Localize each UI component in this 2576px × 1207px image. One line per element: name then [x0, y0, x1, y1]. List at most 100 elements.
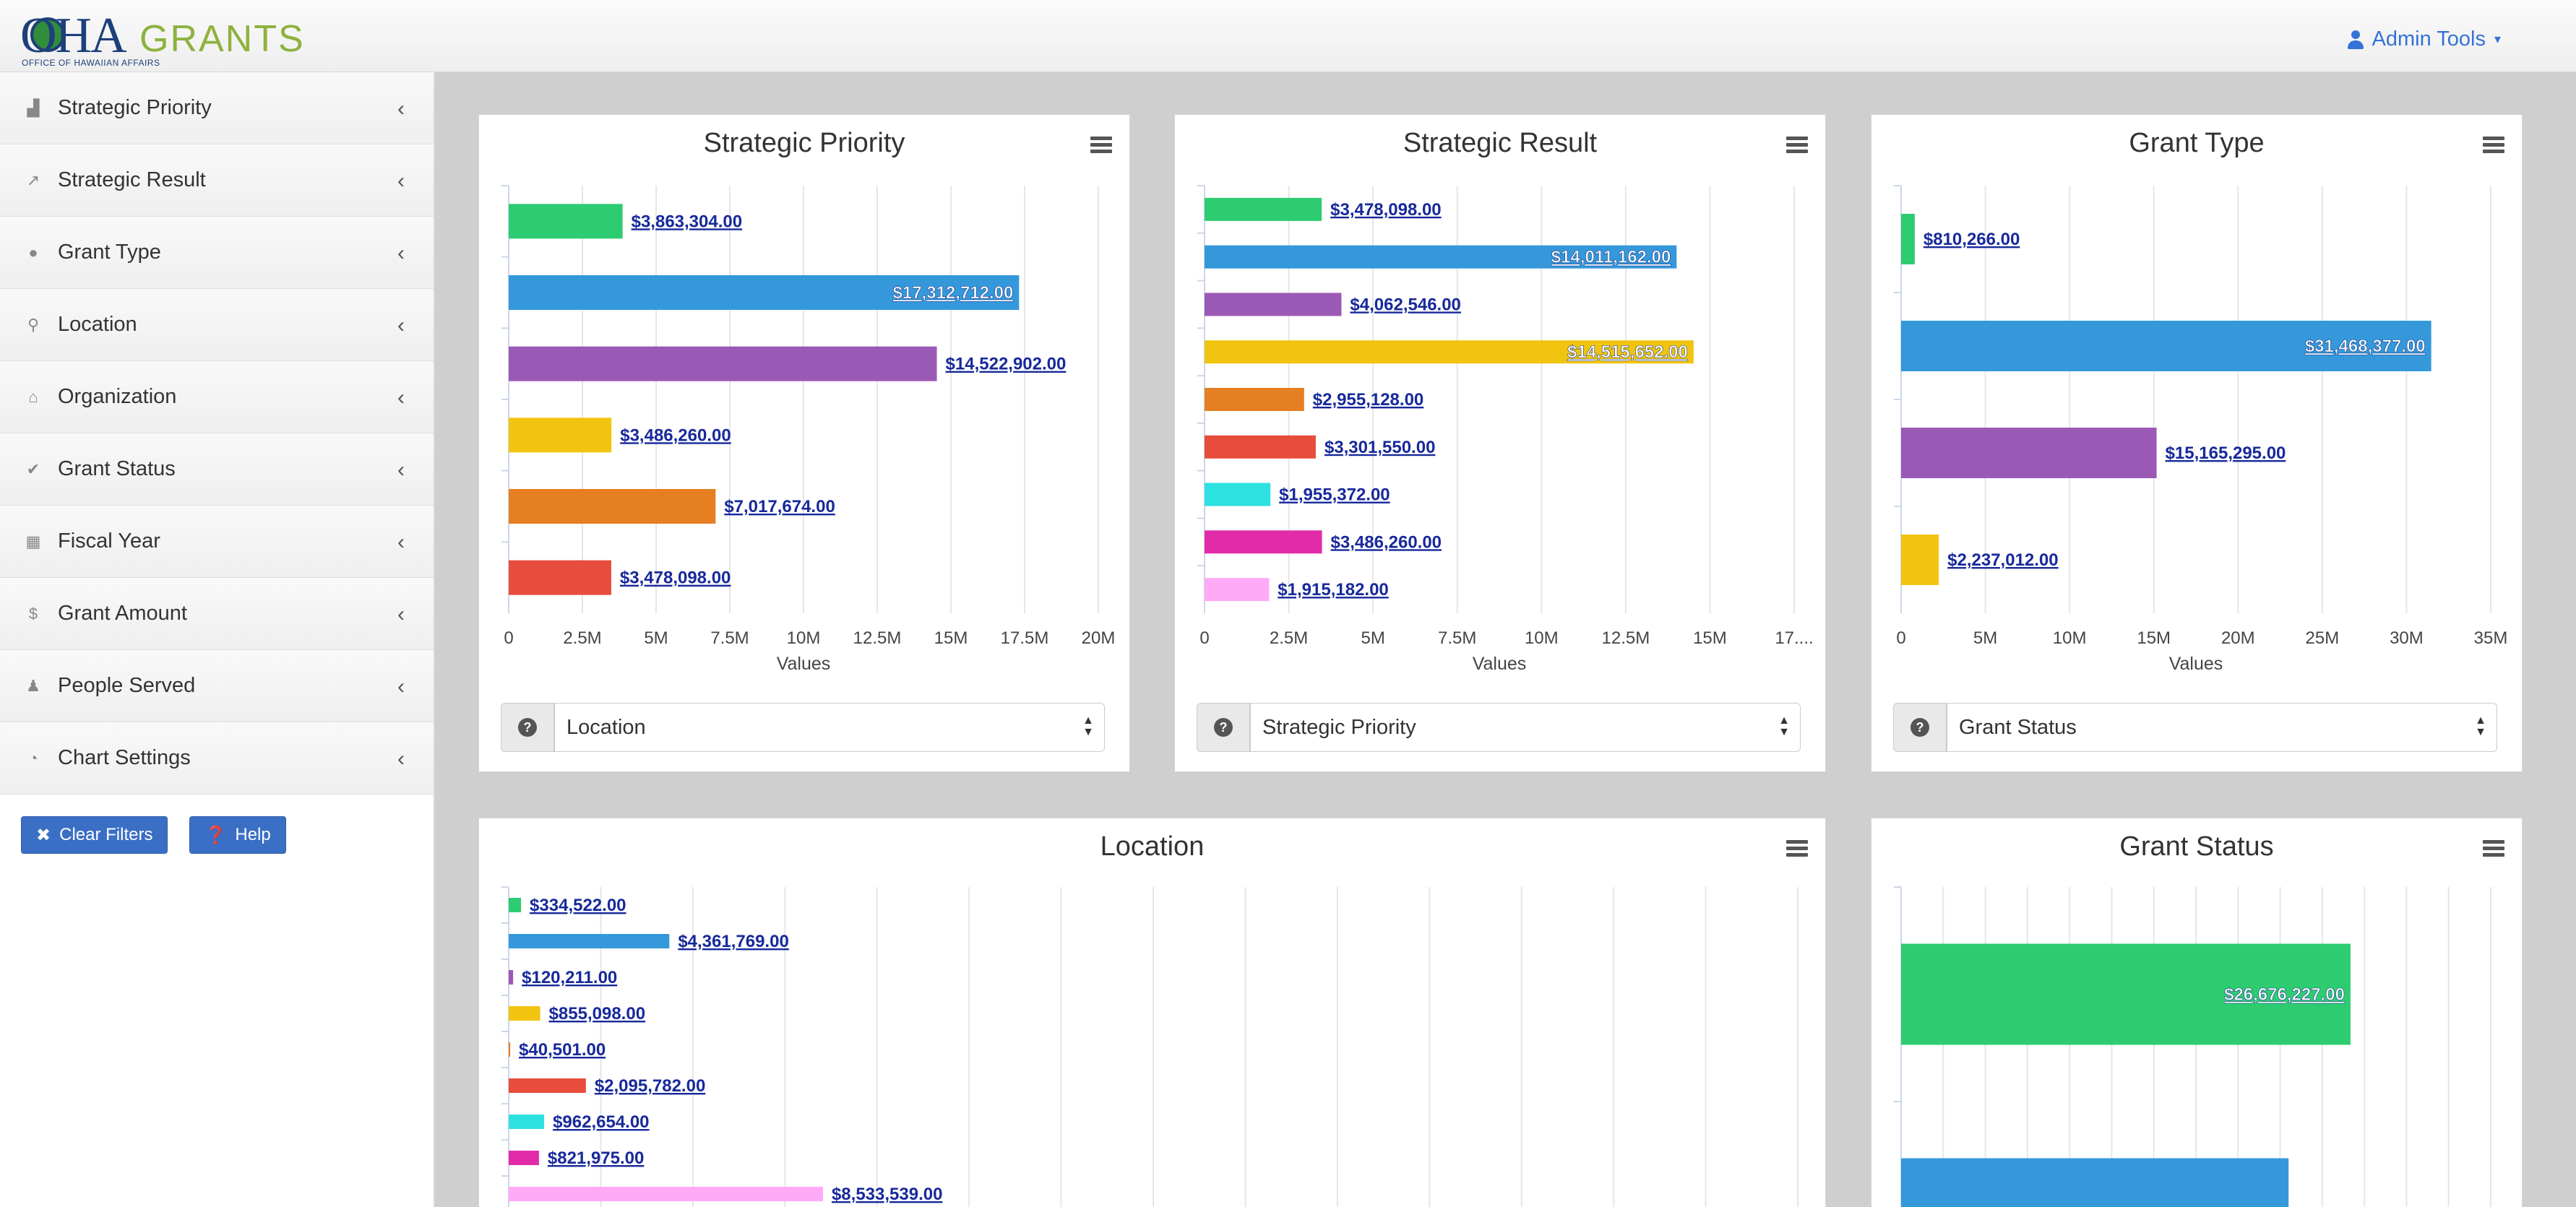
bar[interactable]	[509, 1115, 545, 1129]
hamburger-menu-icon[interactable]	[1786, 840, 1808, 857]
bar[interactable]	[1901, 1158, 2289, 1207]
data-label[interactable]: $3,301,550.00	[1324, 438, 1435, 457]
data-label[interactable]: $15,165,295.00	[2166, 444, 2286, 463]
bar[interactable]	[1205, 197, 1322, 221]
sidebar-item-fiscal-year[interactable]: ▦ Fiscal Year ‹	[0, 506, 434, 578]
data-label[interactable]: $1,955,372.00	[1279, 485, 1390, 505]
bar[interactable]	[509, 560, 611, 595]
bar[interactable]	[509, 1151, 539, 1165]
data-label[interactable]: $14,515,652.00	[1567, 342, 1688, 363]
question-icon[interactable]: ?	[501, 703, 554, 752]
caret-down-icon: ▾	[2494, 32, 2501, 46]
bar[interactable]	[1901, 943, 2351, 1045]
select-arrows-icon: ▲ ▼	[1778, 714, 1790, 738]
data-label[interactable]: $4,062,546.00	[1350, 295, 1460, 314]
home-icon: ⌂	[28, 387, 38, 406]
x-axis-title: Values	[1473, 654, 1527, 674]
question-icon[interactable]: ?	[1197, 703, 1250, 752]
bar[interactable]	[509, 1078, 586, 1093]
data-label[interactable]: $40,501.00	[519, 1040, 606, 1060]
bar[interactable]	[1901, 214, 1915, 264]
bar[interactable]	[1901, 321, 2431, 371]
bar[interactable]	[1205, 578, 1270, 602]
clear-filters-label: Clear Filters	[59, 825, 153, 844]
data-label[interactable]: $31,468,377.00	[2305, 337, 2426, 357]
sidebar-item-grant-amount[interactable]: $ Grant Amount ‹	[0, 578, 434, 650]
data-label[interactable]: $1,915,182.00	[1278, 580, 1388, 600]
data-label[interactable]: $2,095,782.00	[595, 1076, 705, 1096]
sidebar-item-chart-settings[interactable]: ◔ Chart Settings ‹	[0, 722, 434, 795]
clear-filters-button[interactable]: ✖ Clear Filters	[21, 816, 168, 854]
sidebar-item-people-served[interactable]: ♟ People Served ‹	[0, 650, 434, 722]
sidebar-item-organization[interactable]: ⌂ Organization ‹	[0, 361, 434, 433]
bar[interactable]	[1205, 388, 1304, 411]
bar[interactable]	[509, 204, 623, 239]
data-label[interactable]: $3,486,260.00	[620, 425, 731, 445]
data-label[interactable]: $26,676,227.00	[2224, 985, 2345, 1005]
bar[interactable]	[509, 1006, 540, 1021]
bar[interactable]	[509, 346, 937, 381]
group-by-select[interactable]: Strategic Priority ▲ ▼	[1250, 703, 1801, 752]
bar[interactable]	[1901, 428, 2157, 478]
data-label[interactable]: $2,237,012.00	[1947, 550, 2058, 570]
x-tick-label: 0	[1199, 628, 1209, 648]
x-tick-label: 15M	[934, 628, 968, 648]
data-label[interactable]: $962,654.00	[553, 1112, 649, 1132]
bar[interactable]	[1205, 530, 1322, 554]
sidebar-item-label: Strategic Result	[58, 168, 206, 191]
bar[interactable]	[1205, 293, 1342, 316]
strategic-priority-panel: $3,863,304.00 $17,312,712.00 $14,522,902.0…	[478, 114, 1130, 772]
bar[interactable]	[509, 1187, 823, 1201]
bar[interactable]	[509, 934, 670, 948]
sidebar-item-location[interactable]: ⚲ Location ‹	[0, 289, 434, 361]
bar[interactable]	[1205, 340, 1694, 364]
bar[interactable]	[1205, 435, 1316, 459]
data-label[interactable]: $17,312,712.00	[892, 283, 1014, 303]
bar[interactable]	[509, 489, 716, 524]
data-label[interactable]: $8,533,539.00	[832, 1185, 942, 1204]
sidebar-item-label: Chart Settings	[58, 746, 191, 769]
hamburger-menu-icon[interactable]	[2483, 137, 2504, 154]
data-label[interactable]: $2,955,128.00	[1313, 390, 1423, 410]
help-button[interactable]: ❓ Help	[189, 816, 286, 854]
pie-chart-icon: ◔	[28, 748, 38, 767]
sidebar-item-strategic-priority[interactable]: ▟ Strategic Priority ‹	[0, 72, 434, 144]
bar[interactable]	[509, 275, 1020, 310]
oha-grants-logo[interactable]: OHA GRANTS OFFICE OF HAWAIIAN AFFAIRS	[20, 7, 324, 68]
x-tick-label: 2.5M	[563, 628, 601, 648]
hamburger-menu-icon[interactable]	[1786, 137, 1808, 154]
data-label[interactable]: $3,478,098.00	[1330, 200, 1441, 220]
x-tick-label: 0	[504, 628, 513, 648]
sidebar-item-strategic-result[interactable]: ↗ Strategic Result ‹	[0, 144, 434, 217]
data-label[interactable]: $7,017,674.00	[724, 497, 835, 516]
sidebar-item-grant-type[interactable]: ● Grant Type ‹	[0, 217, 434, 289]
data-label[interactable]: $855,098.00	[549, 1004, 645, 1024]
bar[interactable]	[1205, 245, 1677, 269]
strategic-result-chart: $3,478,098.00 $14,011,162.00 $4,062,546.00…	[1197, 185, 1814, 674]
question-icon[interactable]: ?	[1893, 703, 1947, 752]
sidebar-item-grant-status[interactable]: ✔ Grant Status ‹	[0, 433, 434, 506]
data-label[interactable]: $3,863,304.00	[632, 212, 742, 231]
data-label[interactable]: $821,975.00	[548, 1148, 644, 1168]
bar[interactable]	[1901, 535, 1939, 585]
group-by-select[interactable]: Grant Status ▲ ▼	[1947, 703, 2497, 752]
chevron-left-icon: ‹	[397, 602, 405, 626]
hamburger-menu-icon[interactable]	[2483, 840, 2504, 857]
bar[interactable]	[509, 418, 612, 453]
data-label[interactable]: $334,522.00	[530, 896, 626, 915]
bar[interactable]	[509, 898, 522, 912]
data-label[interactable]: $4,361,769.00	[678, 932, 788, 951]
data-label[interactable]: $14,522,902.00	[946, 355, 1067, 374]
hamburger-menu-icon[interactable]	[1090, 137, 1112, 154]
data-label[interactable]: $810,266.00	[1924, 230, 2020, 249]
data-label[interactable]: $3,478,098.00	[620, 568, 731, 588]
bar[interactable]	[509, 970, 514, 985]
sidebar-item-label: Grant Status	[58, 457, 176, 480]
data-label[interactable]: $120,211.00	[522, 968, 617, 987]
data-label[interactable]: $3,486,260.00	[1331, 532, 1442, 552]
bar[interactable]	[1205, 483, 1271, 506]
admin-tools-menu[interactable]: Admin Tools ▾	[2347, 27, 2501, 51]
bar[interactable]	[509, 1042, 511, 1057]
data-label[interactable]: $14,011,162.00	[1551, 247, 1671, 267]
group-by-select[interactable]: Location ▲ ▼	[554, 703, 1105, 752]
